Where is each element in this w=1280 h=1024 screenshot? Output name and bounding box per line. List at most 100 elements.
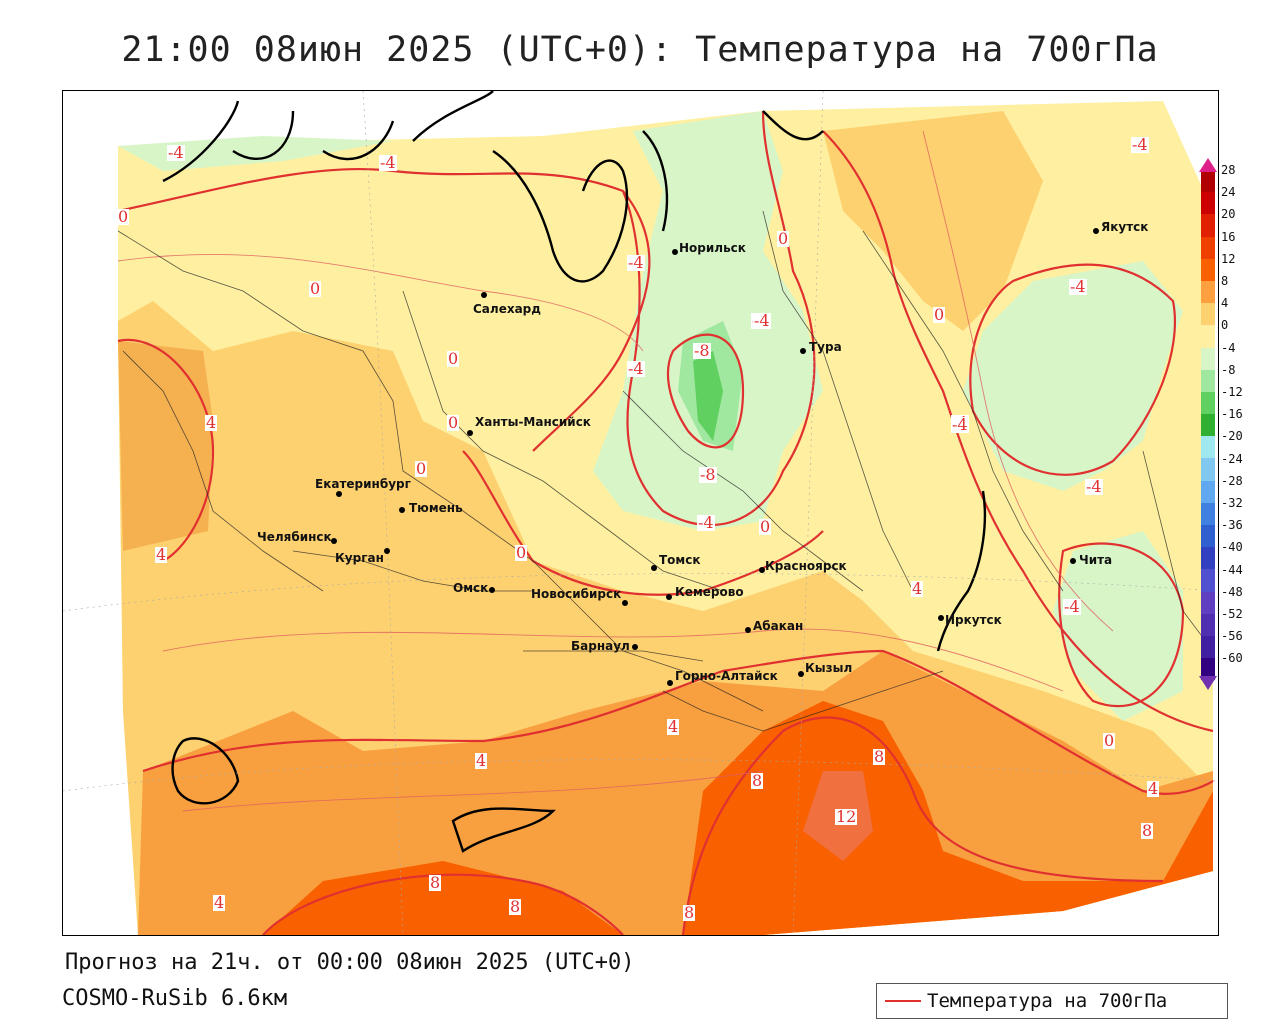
- city-label: Салехард: [473, 302, 541, 316]
- city-marker: [336, 491, 342, 497]
- isoline-label: -4: [753, 311, 771, 330]
- isoline-label: 0: [777, 229, 790, 248]
- city-marker: [632, 644, 638, 650]
- city-label: Чита: [1079, 553, 1113, 567]
- city-marker: [331, 538, 337, 544]
- colorbar-cell: [1201, 280, 1215, 304]
- isoline-label: 0: [1103, 731, 1116, 750]
- isoline-label: 0: [515, 543, 528, 562]
- isoline-label: 4: [213, 893, 226, 912]
- colorbar-tick-label: 0: [1221, 318, 1229, 333]
- city-marker: [938, 615, 944, 621]
- city-marker: [1093, 228, 1099, 234]
- city-marker: [672, 249, 678, 255]
- isoline-label: -4: [167, 143, 185, 162]
- colorbar-cell: [1201, 635, 1215, 659]
- colorbar-tick-label: -48: [1221, 584, 1243, 599]
- isoline-label: 8: [683, 903, 696, 922]
- colorbar-cell: [1201, 258, 1215, 281]
- city-label: Иркутск: [945, 613, 1002, 627]
- city-label: Кызыл: [805, 661, 853, 675]
- colorbar-tick-label: 12: [1221, 251, 1236, 266]
- colorbar-cell: [1201, 502, 1215, 525]
- colorbar-tick-label: -44: [1221, 562, 1243, 577]
- city-marker: [666, 594, 672, 600]
- legend-label: Температура на 700гПа: [927, 990, 1168, 1012]
- colorbar-cell: [1201, 391, 1215, 415]
- city-marker: [384, 548, 390, 554]
- map-title: 21:00 08июн 2025 (UTC+0): Температура на…: [121, 30, 1159, 70]
- city-marker: [622, 600, 628, 606]
- city-marker: [800, 348, 806, 354]
- colorbar-cell: [1201, 170, 1215, 193]
- isoline-label: 4: [205, 413, 218, 432]
- isoline-label: 4: [155, 545, 168, 564]
- isoline-label: 8: [873, 747, 886, 766]
- city-label: Томск: [659, 553, 701, 567]
- colorbar-tick-label: 20: [1221, 207, 1236, 222]
- colorbar-tick-label: -4: [1221, 340, 1236, 355]
- city-marker: [798, 671, 804, 677]
- colorbar-cell: [1201, 591, 1215, 614]
- city-label: Ханты-Мансийск: [475, 415, 591, 429]
- city-label: Красноярск: [765, 559, 847, 573]
- colorbar-cell: [1201, 214, 1215, 237]
- isoline-label: 0: [117, 207, 130, 226]
- isoline-label: -4: [951, 415, 969, 434]
- isoline-label: -4: [379, 153, 397, 172]
- isoline-label: 8: [751, 771, 764, 790]
- city-label: Якутск: [1101, 220, 1149, 234]
- colorbar-tick-label: 16: [1221, 229, 1236, 244]
- isoline-label: -4: [1131, 135, 1149, 154]
- city-marker: [467, 430, 473, 436]
- colorbar-bottom-arrow: [1199, 676, 1217, 690]
- model-name: COSMO-RuSib 6.6км: [62, 986, 288, 1011]
- isoline-label: 0: [933, 305, 946, 324]
- city-label: Барнаул: [571, 639, 630, 653]
- colorbar-cell: [1201, 347, 1215, 370]
- colorbar-cell: [1201, 325, 1215, 348]
- city-label: Абакан: [753, 619, 804, 633]
- colorbar-tick-label: -60: [1221, 651, 1243, 666]
- colorbar-tick-label: 8: [1221, 274, 1229, 288]
- colorbar-cell: [1201, 658, 1215, 681]
- colorbar-cell: [1201, 369, 1215, 392]
- isoline-label: -8: [693, 341, 711, 360]
- colorbar-tick-label: -16: [1221, 407, 1243, 422]
- isoline-label: 12: [835, 807, 858, 826]
- city-marker: [745, 627, 751, 633]
- colorbar-tick-label: -40: [1221, 540, 1243, 555]
- colorbar-tick-label: 28: [1221, 163, 1236, 177]
- isoline-label: 0: [309, 279, 322, 298]
- city-marker: [667, 680, 673, 686]
- colorbar-tick-label: 24: [1221, 185, 1236, 200]
- city-label: Челябинск: [257, 530, 332, 544]
- colorbar-tick-label: -12: [1221, 385, 1243, 399]
- legend-line-swatch: [885, 1000, 921, 1002]
- isoline-label: 0: [759, 517, 772, 536]
- city-marker: [759, 567, 765, 573]
- colorbar-cell: [1201, 547, 1215, 570]
- city-marker: [651, 565, 657, 571]
- legend: Температура на 700гПа: [876, 983, 1228, 1019]
- colorbar-tick-label: -24: [1221, 451, 1243, 466]
- isoline-label: 8: [429, 873, 442, 892]
- colorbar-cell: [1201, 414, 1215, 437]
- city-label: Екатеринбург: [315, 477, 411, 491]
- colorbar-top-arrow: [1199, 158, 1217, 172]
- colorbar-cell: [1201, 525, 1215, 548]
- colorbar-cell: [1201, 613, 1215, 636]
- colorbar-cell: [1201, 480, 1215, 503]
- colorbar-tick-label: -32: [1221, 496, 1243, 510]
- colorbar-cell: [1201, 458, 1215, 481]
- isoline-label: 4: [475, 751, 488, 770]
- city-label: Горно-Алтайск: [675, 669, 778, 683]
- city-label: Новосибирск: [531, 587, 622, 601]
- isoline-label: 4: [667, 717, 680, 736]
- city-label: Курган: [335, 551, 384, 565]
- colorbar-cell: [1201, 303, 1215, 326]
- isoline-label: -4: [1063, 597, 1081, 616]
- colorbar-tick-label: -8: [1221, 362, 1236, 377]
- city-label: Норильск: [679, 241, 746, 255]
- colorbar-cell: [1201, 569, 1215, 592]
